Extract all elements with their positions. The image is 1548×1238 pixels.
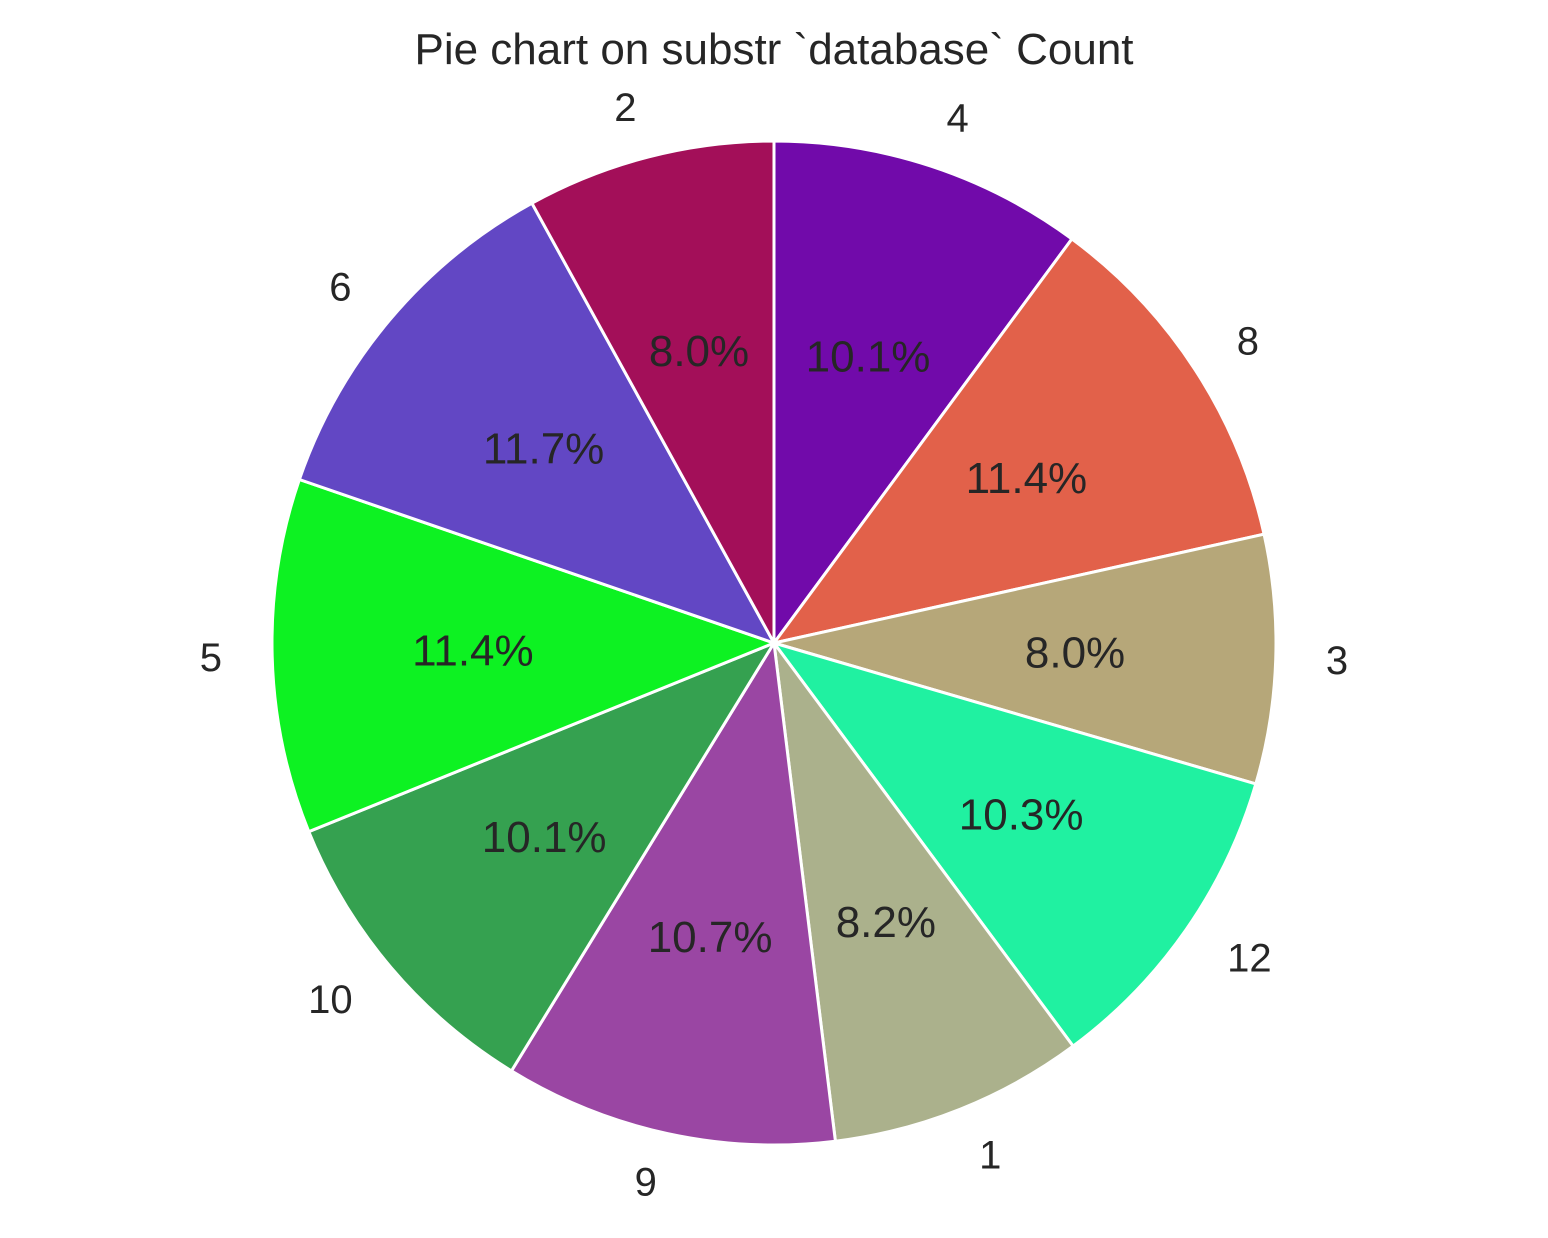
slice-percent-1: 8.2% [836, 898, 936, 947]
slice-percent-6: 11.7% [483, 425, 605, 474]
pie-slice-1 [771, 637, 1076, 1143]
slice-label-8: 8 [1237, 320, 1259, 364]
slice-percent-3: 8.0% [1025, 628, 1125, 677]
pie-slice-9 [509, 638, 838, 1147]
slice-percent-12: 10.3% [959, 791, 1084, 840]
slice-percent-9: 10.7% [648, 913, 773, 962]
slice-percent-4: 10.1% [806, 332, 931, 381]
slice-label-6: 6 [329, 265, 351, 309]
pie-labels: 4 10.1% 8 11.4% 3 8.0% 12 10.3% 1 8.2% 9 10.7% 10 10.… [200, 86, 1348, 1204]
slice-label-9: 9 [635, 1161, 657, 1205]
slice-label-12: 12 [1227, 937, 1272, 981]
chart-title: Pie chart on substr `database` Count [414, 25, 1134, 74]
pie-slices [270, 139, 1278, 1147]
slice-label-5: 5 [200, 636, 222, 680]
slice-label-1: 1 [979, 1134, 1001, 1178]
slice-percent-2: 8.0% [649, 327, 749, 376]
pie-slice-4 [772, 139, 1074, 648]
slice-label-2: 2 [614, 86, 636, 130]
slice-percent-8: 11.4% [966, 454, 1088, 503]
slice-label-4: 4 [946, 96, 968, 140]
slice-percent-5: 11.4% [412, 627, 534, 676]
pie-slice-5 [270, 477, 779, 834]
pie-slice-12 [770, 640, 1258, 1049]
slice-label-3: 3 [1326, 639, 1348, 683]
pie-slice-6 [297, 201, 778, 646]
slice-label-10: 10 [308, 978, 353, 1022]
slice-percent-10: 10.1% [482, 813, 607, 862]
pie-slice-3 [773, 532, 1278, 786]
pie-slice-10 [306, 639, 778, 1073]
pie-slice-2 [529, 139, 776, 644]
pie-slice-8 [770, 236, 1266, 646]
